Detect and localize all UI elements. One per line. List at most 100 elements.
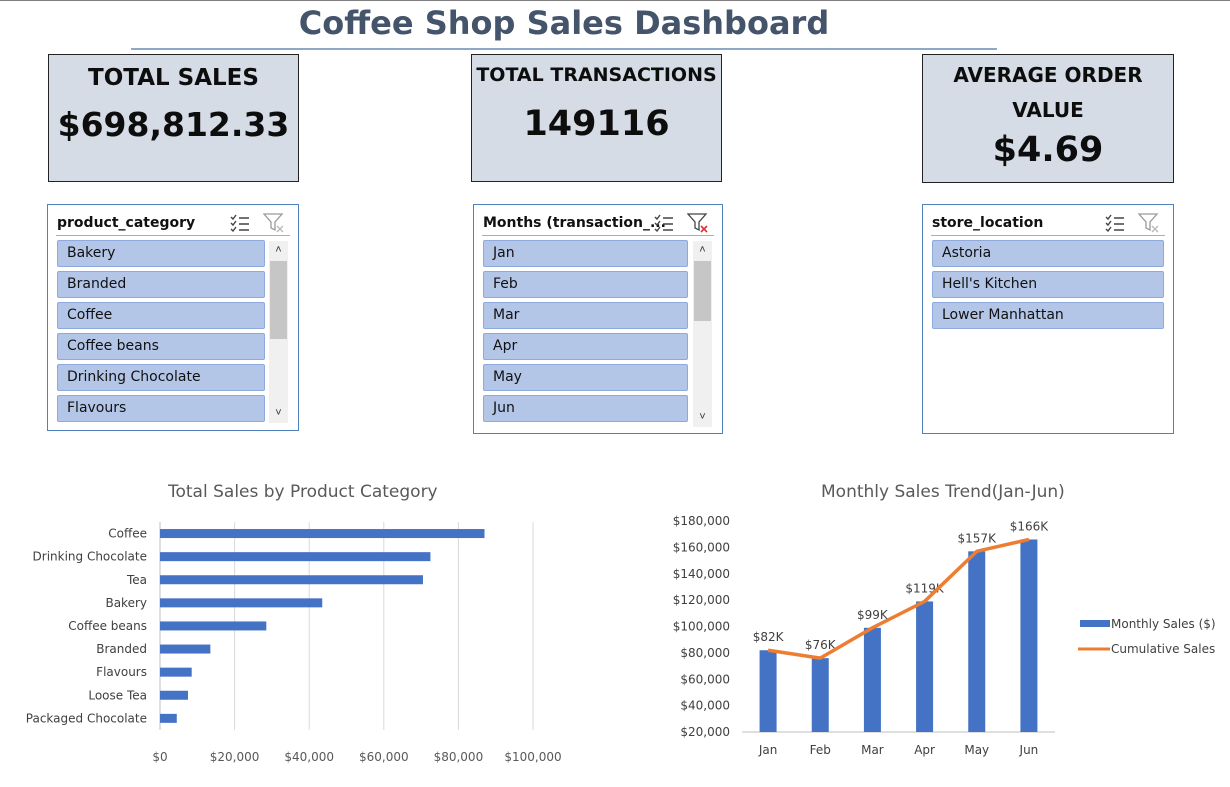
chart-title-monthly: Monthly Sales Trend(Jan-Jun): [821, 482, 1065, 502]
slicer-item-lower-manhattan[interactable]: Lower Manhattan: [932, 302, 1164, 329]
data-label-feb: $76K: [805, 638, 837, 652]
data-label-jan: $82K: [753, 630, 785, 644]
slicer-item-apr[interactable]: Apr: [483, 333, 688, 360]
slicer-header-label: store_location: [932, 215, 1044, 231]
slicer-item-may[interactable]: May: [483, 364, 688, 391]
x-tick-label-feb: Feb: [810, 743, 831, 757]
multi-select-icon[interactable]: [230, 214, 250, 232]
bar-mar: [863, 627, 881, 732]
bar-apr: [916, 601, 934, 732]
legend-swatch-monthly-sales: [1080, 620, 1110, 627]
chart-sales-by-category: $0 $20,000 $40,000 $60,000 $80,000 $100,000 Co…: [26, 522, 562, 764]
slicer-item-astoria[interactable]: Astoria: [932, 240, 1164, 267]
chart-monthly-trend: $20,000 $40,000 $60,000 $80,000 $100,000 $120…: [673, 514, 1216, 757]
clear-filter-icon[interactable]: [687, 213, 709, 233]
scroll-thumb[interactable]: [270, 261, 287, 339]
y-tick-label: $40,000: [680, 699, 730, 713]
slicer-scrollbar[interactable]: ˄ ˅: [693, 241, 712, 427]
x-tick-label-may: May: [964, 743, 989, 757]
slicer-item-jan[interactable]: Jan: [483, 240, 688, 267]
bar-jun: [1020, 539, 1038, 732]
kpi-total-transactions: TOTAL TRANSACTIONS 149116: [471, 54, 722, 182]
multi-select-icon[interactable]: [1105, 214, 1125, 232]
category-label-bakery: Bakery: [105, 596, 147, 610]
bar-flavours: [160, 667, 192, 677]
y-tick-label: $60,000: [680, 672, 730, 686]
y-tick-label: $100,000: [673, 620, 730, 634]
kpi-total-sales-label: TOTAL SALES: [88, 65, 259, 91]
bar-jan: [759, 650, 777, 732]
chevron-up-icon[interactable]: ˄: [699, 244, 706, 256]
x-tick-label: $100,000: [504, 750, 561, 764]
slicer-item-jun[interactable]: Jun: [483, 395, 688, 422]
bar-feb: [811, 658, 829, 732]
x-tick-label-apr: Apr: [914, 743, 935, 757]
x-tick-label: $80,000: [434, 750, 484, 764]
slicer-header: product_category: [56, 210, 290, 236]
category-label-branded: Branded: [96, 642, 147, 656]
bar-packaged-chocolate: [160, 713, 177, 723]
y-tick-label: $120,000: [673, 593, 730, 607]
category-label-drinking-chocolate: Drinking Chocolate: [33, 550, 147, 564]
y-tick-label: $140,000: [673, 567, 730, 581]
slicer-item-branded[interactable]: Branded: [57, 271, 265, 298]
chevron-down-icon[interactable]: ˅: [275, 407, 282, 419]
slicer-header: store_location: [931, 210, 1165, 236]
chevron-up-icon[interactable]: ˄: [275, 244, 282, 256]
chevron-down-icon[interactable]: ˅: [699, 411, 706, 423]
line-cumulative-sales: [767, 537, 1030, 660]
clear-filter-icon[interactable]: [263, 213, 285, 233]
dashboard-title: Coffee Shop Sales Dashboard: [298, 4, 830, 42]
x-tick-label-mar: Mar: [861, 743, 884, 757]
kpi-total-transactions-label: TOTAL TRANSACTIONS: [476, 64, 717, 86]
bar-loose-tea: [160, 690, 188, 700]
slicer-header: Months (transaction_...: [482, 210, 714, 236]
data-label-may: $157K: [958, 531, 998, 545]
kpi-aov-label-line1: AVERAGE ORDER: [953, 63, 1143, 87]
slicer-item-flavours[interactable]: Flavours: [57, 395, 265, 422]
kpi-aov-value: $4.69: [992, 130, 1104, 170]
slicer-scrollbar[interactable]: ˄ ˅: [269, 241, 288, 423]
kpi-total-sales-value: $698,812.33: [57, 105, 290, 144]
x-tick-label-jun: Jun: [1019, 743, 1039, 757]
bar-tea: [160, 575, 423, 585]
slicer-item-bakery[interactable]: Bakery: [57, 240, 265, 267]
title-underline: [131, 48, 997, 50]
kpi-aov-label-line2: VALUE: [1012, 98, 1084, 122]
bar-may: [968, 551, 986, 732]
slicer-item-feb[interactable]: Feb: [483, 271, 688, 298]
legend-label-monthly-sales: Monthly Sales ($): [1111, 617, 1216, 631]
y-tick-label: $180,000: [673, 514, 730, 528]
category-label-packaged-chocolate: Packaged Chocolate: [26, 711, 147, 725]
category-label-coffee: Coffee: [108, 527, 147, 541]
clear-filter-icon[interactable]: [1138, 213, 1160, 233]
slicer-item-coffee[interactable]: Coffee: [57, 302, 265, 329]
slicer-header-label: product_category: [57, 215, 196, 231]
bar-bakery: [160, 598, 323, 608]
x-tick-label: $20,000: [210, 750, 260, 764]
multi-select-icon[interactable]: [654, 214, 674, 232]
data-label-jun: $166K: [1010, 519, 1050, 533]
y-tick-label: $80,000: [680, 646, 730, 660]
kpi-average-order-value: AVERAGE ORDER VALUE $4.69: [922, 54, 1174, 183]
y-tick-label: $160,000: [673, 540, 730, 554]
legend-label-cumulative-sales: Cumulative Sales: [1111, 642, 1215, 656]
top-border: [0, 0, 1230, 1]
x-tick-label-jan: Jan: [758, 743, 778, 757]
kpi-total-transactions-value: 149116: [523, 104, 670, 144]
bar-drinking-chocolate: [160, 552, 431, 562]
x-tick-label: $60,000: [359, 750, 409, 764]
data-label-mar: $99K: [857, 608, 889, 622]
category-label-coffee-beans: Coffee beans: [68, 619, 147, 633]
slicer-item-hells-kitchen[interactable]: Hell's Kitchen: [932, 271, 1164, 298]
bar-coffee: [160, 529, 485, 539]
x-tick-label: $0: [152, 750, 167, 764]
slicer-item-coffee-beans[interactable]: Coffee beans: [57, 333, 265, 360]
kpi-total-sales: TOTAL SALES $698,812.33: [48, 54, 299, 182]
slicer-item-drinking-chocolate[interactable]: Drinking Chocolate: [57, 364, 265, 391]
y-tick-label: $20,000: [680, 725, 730, 739]
scroll-thumb[interactable]: [694, 261, 711, 321]
category-label-loose-tea: Loose Tea: [88, 688, 147, 702]
slicer-item-mar[interactable]: Mar: [483, 302, 688, 329]
category-label-tea: Tea: [126, 573, 147, 587]
